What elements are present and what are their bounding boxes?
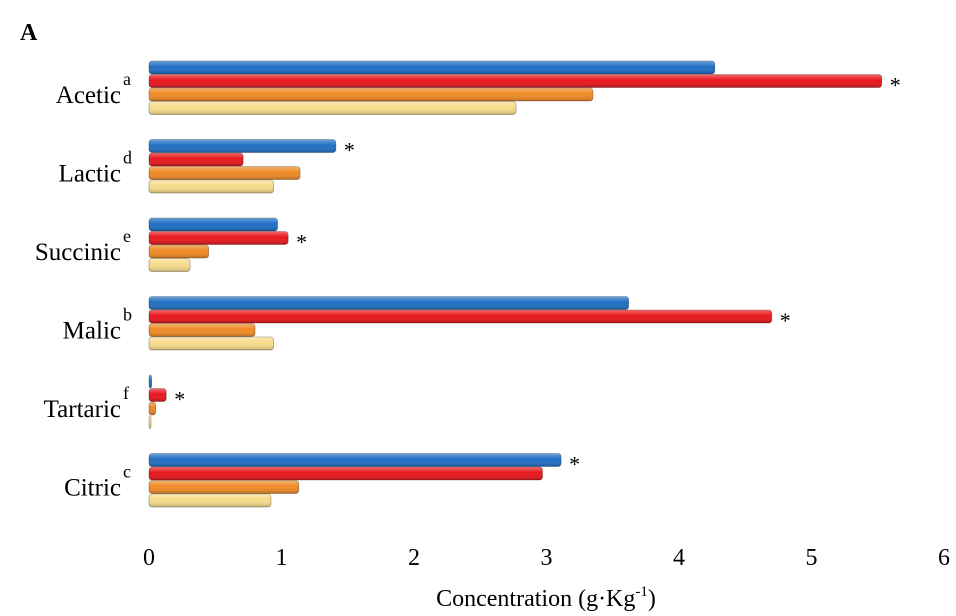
significance-mark-lactic: * [344,138,355,163]
category-label-malic: Malic [63,318,121,345]
panel-label: A [20,20,38,46]
bar-acetic-series-4-shading [149,101,517,115]
bar-tartaric-series-4-shading [149,415,151,429]
bar-citric-series-3-shading [149,480,299,494]
bar-citric-series-4-shading [149,494,271,507]
bar-malic-series-1-shading [149,296,629,310]
x-axis-title-superscript: -1 [635,584,648,600]
bar-malic-series-3-shading [149,323,255,337]
bar-succinic-series-3-shading [149,245,209,258]
x-tick-label-4: 4 [673,545,685,571]
x-tick-label-6: 6 [938,545,950,571]
bar-tartaric-series-1-shading [149,375,152,388]
bar-acetic-series-1-shading [149,61,715,74]
x-axis-title: Concentration (g·Kg-1) [436,584,656,612]
category-superscript-tartaric: f [123,383,129,403]
significance-marks: * * * * * * [174,73,901,477]
bar-tartaric-series-3-shading [149,402,156,415]
bar-acetic-series-3-shading [149,88,593,101]
category-superscript-succinic: e [123,226,131,246]
x-tick-label-2: 2 [408,545,420,571]
bar-succinic-series-4-shading [149,258,191,272]
bar-lactic-series-1-shading [149,139,336,153]
x-tick-label-3: 3 [541,545,553,571]
category-label-succinic: Succinic [35,239,121,266]
x-axis-title-text: Concentration (g·Kg [436,586,635,612]
x-axis-title-suffix: ) [648,586,656,612]
bar-malic-series-2-shading [149,310,772,323]
bar-citric-series-2-shading [149,467,543,480]
category-label-lactic: Lactic [59,161,121,188]
category-superscript-lactic: d [123,148,132,168]
significance-mark-succinic: * [296,230,307,255]
x-tick-label-1: 1 [276,545,288,571]
bar-succinic-series-2-shading [149,231,289,245]
x-tick-label-5: 5 [806,545,818,571]
bar-lactic-series-2-shading [149,153,244,166]
bar-acetic-series-2-shading [149,74,882,88]
x-axis-ticks: 0 1 2 3 4 5 6 [143,545,950,571]
bar-citric-series-1-shading [149,453,562,467]
x-tick-label-0: 0 [143,545,155,571]
significance-mark-tartaric: * [174,387,185,412]
bar-tartaric-series-2-shading [149,388,167,402]
bar-lactic-series-3-shading [149,166,301,180]
significance-mark-citric: * [569,452,580,477]
significance-mark-malic: * [780,308,791,333]
category-label-citric: Citric [64,475,121,502]
category-label-tartaric: Tartaric [44,396,121,423]
bars-group [148,60,883,508]
bar-malic-series-4-shading [149,337,274,350]
significance-mark-acetic: * [890,73,901,98]
bar-succinic-series-1-shading [149,218,278,231]
category-superscript-acetic: a [123,69,131,89]
category-superscript-citric: c [123,462,131,482]
category-label-acetic: Acetic [56,82,121,109]
bar-lactic-series-4-shading [149,180,274,193]
category-superscript-malic: b [123,305,132,325]
